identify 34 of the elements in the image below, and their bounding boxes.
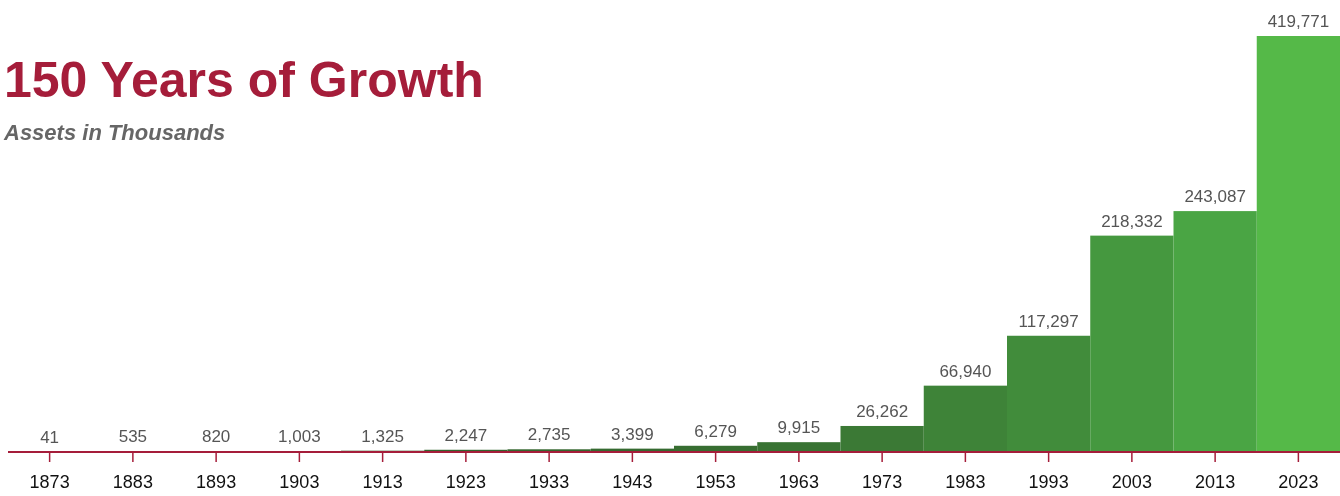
x-tick-label: 1903 [279,472,320,492]
data-label: 535 [118,427,148,447]
data-label: 66,940 [939,361,992,381]
data-label: 9,915 [777,418,821,438]
data-label: 2,735 [527,425,571,445]
data-label: 6,279 [694,421,737,441]
x-tick-label: 1913 [362,472,403,492]
data-label: 820 [201,427,231,447]
data-label: 26,262 [856,401,909,421]
x-tick-label: 2013 [1195,472,1236,492]
data-label: 41 [40,427,60,447]
x-tick-label: 2023 [1278,472,1319,492]
x-tick-label: 1873 [29,472,70,492]
data-label: 2,247 [444,425,488,445]
data-label: 243,087 [1184,187,1246,207]
x-tick-label: 1963 [778,472,819,492]
x-tick-label: 1893 [196,472,237,492]
x-tick-label: 1983 [945,472,986,492]
x-tick-label: 1883 [112,472,153,492]
x-tick-label: 1943 [612,472,653,492]
data-label: 419,771 [1267,12,1330,31]
x-tick-label: 1993 [1028,472,1069,492]
data-label: 218,332 [1101,211,1163,231]
x-tick-label: 1953 [695,472,736,492]
data-label: 3,399 [611,424,654,444]
data-label: 1,003 [278,427,321,447]
x-tick-label: 1933 [529,472,570,492]
x-tick-label: 1923 [445,472,486,492]
data-label: 117,297 [1018,311,1079,331]
x-tick-label: 2003 [1111,472,1152,492]
data-label: 1,325 [361,426,404,446]
text: Assets in Thousands [3,120,226,145]
chart-title: 150 Years of Growth [4,52,484,108]
x-tick-label: 1973 [862,472,903,492]
